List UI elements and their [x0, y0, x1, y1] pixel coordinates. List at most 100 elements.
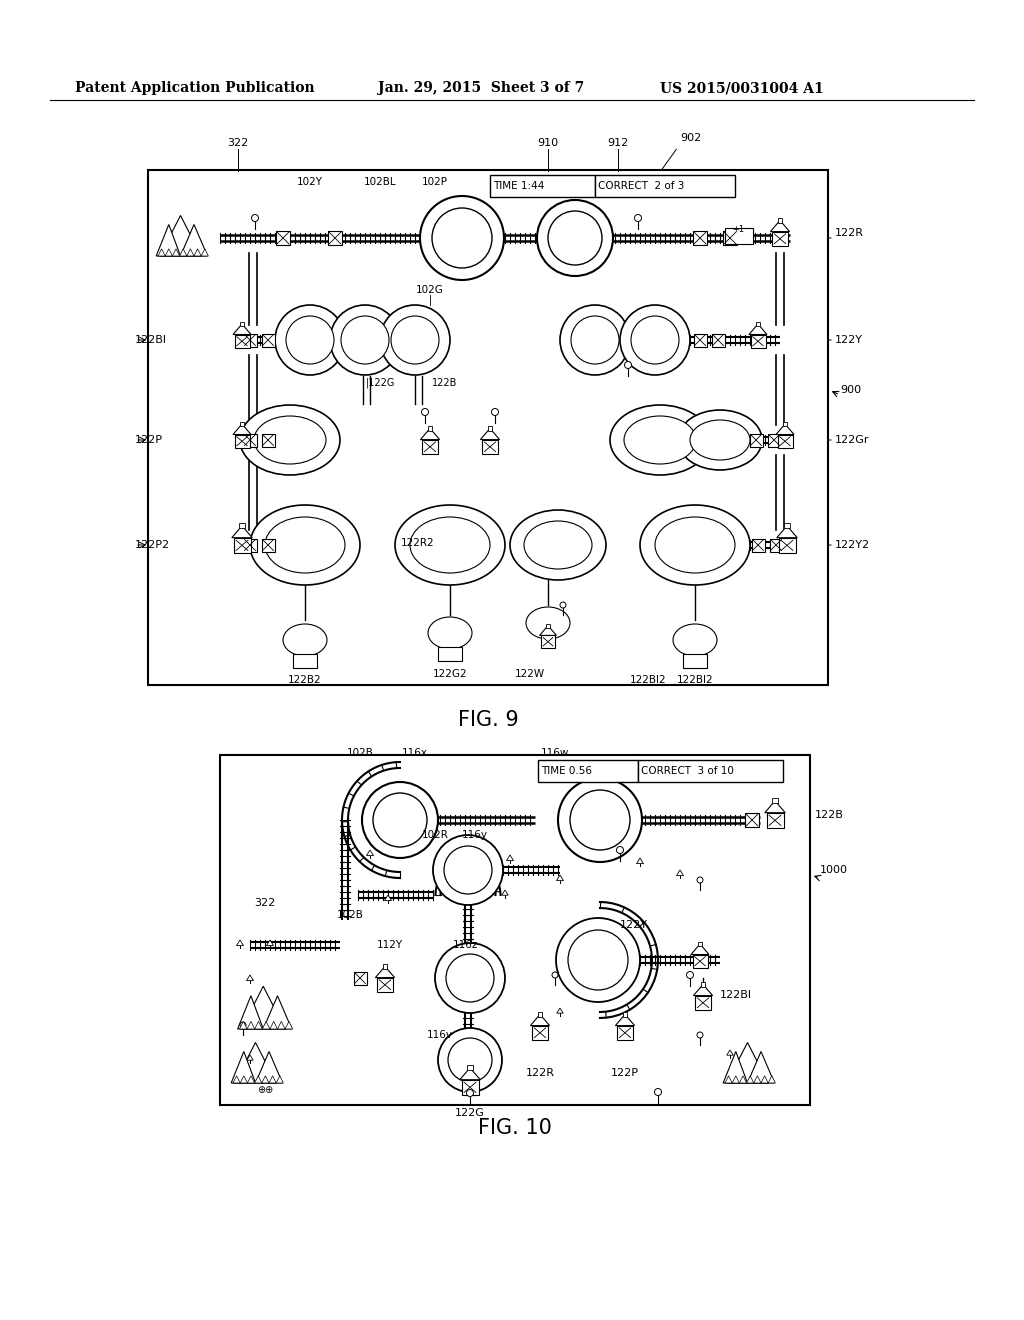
Bar: [725, 228, 753, 244]
Ellipse shape: [265, 517, 345, 573]
Circle shape: [438, 1028, 502, 1092]
Polygon shape: [231, 525, 252, 537]
Circle shape: [560, 305, 630, 375]
Polygon shape: [557, 1008, 563, 1014]
Ellipse shape: [428, 616, 472, 649]
Polygon shape: [460, 1068, 480, 1080]
Polygon shape: [160, 215, 201, 256]
Polygon shape: [186, 248, 194, 256]
Circle shape: [432, 209, 492, 268]
Circle shape: [275, 305, 345, 375]
Text: 122P: 122P: [611, 1068, 639, 1078]
Polygon shape: [746, 1076, 754, 1082]
Polygon shape: [637, 858, 643, 863]
Bar: [293, 653, 317, 668]
Bar: [428, 426, 432, 430]
Text: 102P: 102P: [422, 177, 449, 187]
Text: 102B: 102B: [346, 748, 374, 758]
Text: 102BL: 102BL: [364, 177, 396, 187]
Bar: [438, 647, 462, 661]
Circle shape: [252, 214, 258, 222]
Bar: [752, 539, 765, 552]
Ellipse shape: [240, 405, 340, 475]
Text: Patent Application Publication: Patent Application Publication: [75, 81, 314, 95]
Circle shape: [558, 777, 642, 862]
Ellipse shape: [678, 411, 762, 470]
Text: 122Bl: 122Bl: [135, 335, 167, 345]
Bar: [784, 523, 790, 528]
Circle shape: [620, 305, 690, 375]
Bar: [328, 231, 342, 246]
Bar: [482, 440, 498, 454]
Bar: [240, 422, 245, 426]
Circle shape: [568, 931, 628, 990]
Polygon shape: [255, 1076, 262, 1082]
Text: US 2015/0031004 A1: US 2015/0031004 A1: [660, 81, 823, 95]
Text: 122G2: 122G2: [433, 669, 467, 678]
Bar: [638, 760, 783, 781]
Circle shape: [697, 1032, 703, 1038]
Circle shape: [492, 408, 499, 416]
Circle shape: [362, 781, 438, 858]
Circle shape: [556, 917, 640, 1002]
Polygon shape: [266, 940, 273, 945]
Bar: [767, 813, 783, 828]
Circle shape: [449, 1038, 492, 1082]
Polygon shape: [727, 1043, 768, 1082]
Text: 910: 910: [538, 139, 558, 148]
Polygon shape: [376, 966, 394, 978]
Bar: [782, 422, 787, 426]
Bar: [244, 334, 256, 346]
Text: ⊕⊕: ⊕⊕: [257, 1085, 273, 1096]
Circle shape: [240, 1022, 246, 1028]
Polygon shape: [263, 995, 292, 1030]
Polygon shape: [238, 995, 263, 1030]
Ellipse shape: [250, 506, 360, 585]
Polygon shape: [768, 1076, 775, 1082]
Text: 322: 322: [254, 898, 275, 908]
Polygon shape: [158, 248, 165, 256]
Ellipse shape: [524, 521, 592, 569]
Polygon shape: [233, 323, 251, 334]
Text: +1: +1: [732, 226, 744, 235]
Bar: [777, 434, 793, 447]
Ellipse shape: [410, 517, 490, 573]
Polygon shape: [749, 323, 767, 334]
Polygon shape: [234, 1043, 276, 1082]
Circle shape: [380, 305, 450, 375]
Bar: [240, 322, 245, 326]
Text: 322: 322: [227, 139, 249, 148]
Text: 102R: 102R: [422, 830, 449, 840]
Text: 116y: 116y: [462, 830, 488, 840]
Circle shape: [635, 214, 641, 222]
Bar: [467, 1065, 472, 1071]
Polygon shape: [179, 248, 186, 256]
Bar: [697, 941, 702, 946]
Polygon shape: [723, 1052, 748, 1082]
Text: |122G: |122G: [366, 378, 394, 388]
Bar: [700, 982, 706, 987]
Polygon shape: [502, 890, 508, 895]
Text: 122Bl2: 122Bl2: [630, 675, 667, 685]
Polygon shape: [256, 1052, 283, 1082]
Polygon shape: [677, 870, 683, 875]
Polygon shape: [421, 429, 439, 440]
Polygon shape: [276, 1076, 284, 1082]
Circle shape: [420, 195, 504, 280]
Bar: [261, 539, 274, 552]
Ellipse shape: [610, 405, 710, 475]
Circle shape: [686, 972, 693, 978]
Bar: [541, 635, 555, 648]
Circle shape: [373, 793, 427, 847]
Polygon shape: [507, 855, 513, 861]
Bar: [693, 231, 707, 246]
Circle shape: [537, 201, 613, 276]
Polygon shape: [201, 248, 209, 256]
Polygon shape: [530, 1014, 550, 1026]
Ellipse shape: [655, 517, 735, 573]
Polygon shape: [727, 1049, 733, 1055]
Bar: [683, 653, 707, 668]
Polygon shape: [540, 626, 556, 635]
Bar: [768, 433, 780, 446]
Text: 122Gr: 122Gr: [835, 436, 869, 445]
